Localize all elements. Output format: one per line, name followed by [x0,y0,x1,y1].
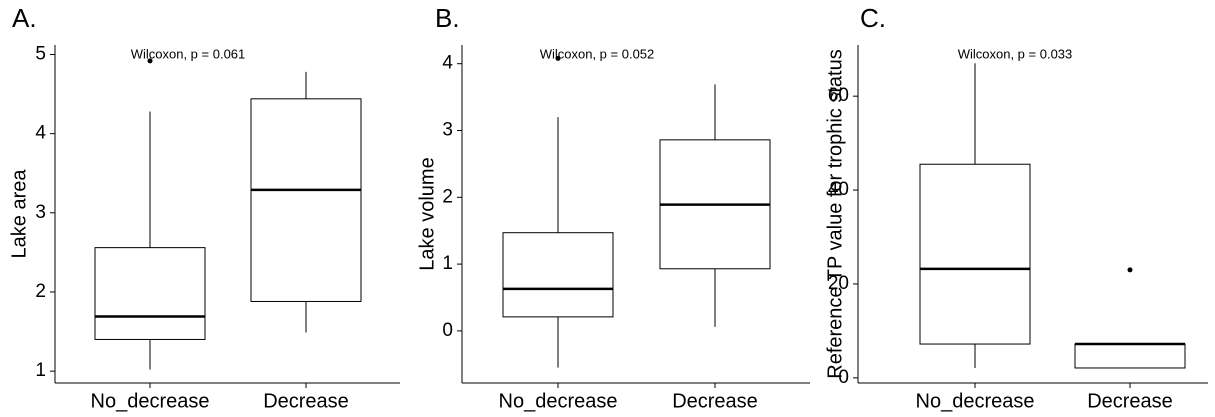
box [1074,343,1186,369]
panel: C. Reference TP value for trophic status W… [824,3,1208,412]
annotation: Wilcoxon, p = 0.033 [958,46,1073,61]
box [919,163,1031,345]
y-tick-label: 1 [35,360,46,381]
y-tick-label: 2 [442,186,453,207]
panel-title: B. [435,3,460,33]
y-axis-label: Lake volume [416,157,438,270]
y-axis-label: Lake area [8,169,30,259]
y-tick-label: 0 [442,320,453,341]
box [502,232,614,318]
outlier [1127,267,1133,273]
box [250,98,362,302]
y-tick-label: 4 [442,53,453,74]
y-tick-label: 1 [442,253,453,274]
panel: B. Lake volume Wilcoxon, p = 0.052 0 1 2 3 4 No_… [416,3,810,412]
panel-title: A. [12,3,37,33]
x-tick-label: No_decrease [499,390,618,412]
x-tick-label: Decrease [263,390,349,412]
x-tick-label: Decrease [1087,390,1173,412]
y-tick-label: 4 [35,123,46,144]
y-tick-label: 40 [828,179,849,200]
panel-title: C. [860,3,886,33]
annotation: Wilcoxon, p = 0.052 [540,46,655,61]
y-tick-label: 3 [442,120,453,141]
box [94,247,206,340]
outlier [147,58,153,64]
annotation: Wilcoxon, p = 0.061 [131,46,246,61]
x-tick-label: No_decrease [91,390,210,412]
y-tick-label: 5 [35,44,46,65]
y-tick-label: 0 [838,367,849,388]
panel: A. Lake area Wilcoxon, p = 0.061 1 2 3 4 5 No_de… [8,3,400,412]
y-tick-label: 2 [35,281,46,302]
y-axis-label: Reference TP value for trophic status [824,49,846,378]
y-tick-label: 20 [828,273,849,294]
y-tick-label: 3 [35,202,46,223]
y-tick-label: 60 [828,85,849,106]
outlier [555,55,561,61]
x-tick-label: No_decrease [916,390,1035,412]
x-tick-label: Decrease [672,390,758,412]
